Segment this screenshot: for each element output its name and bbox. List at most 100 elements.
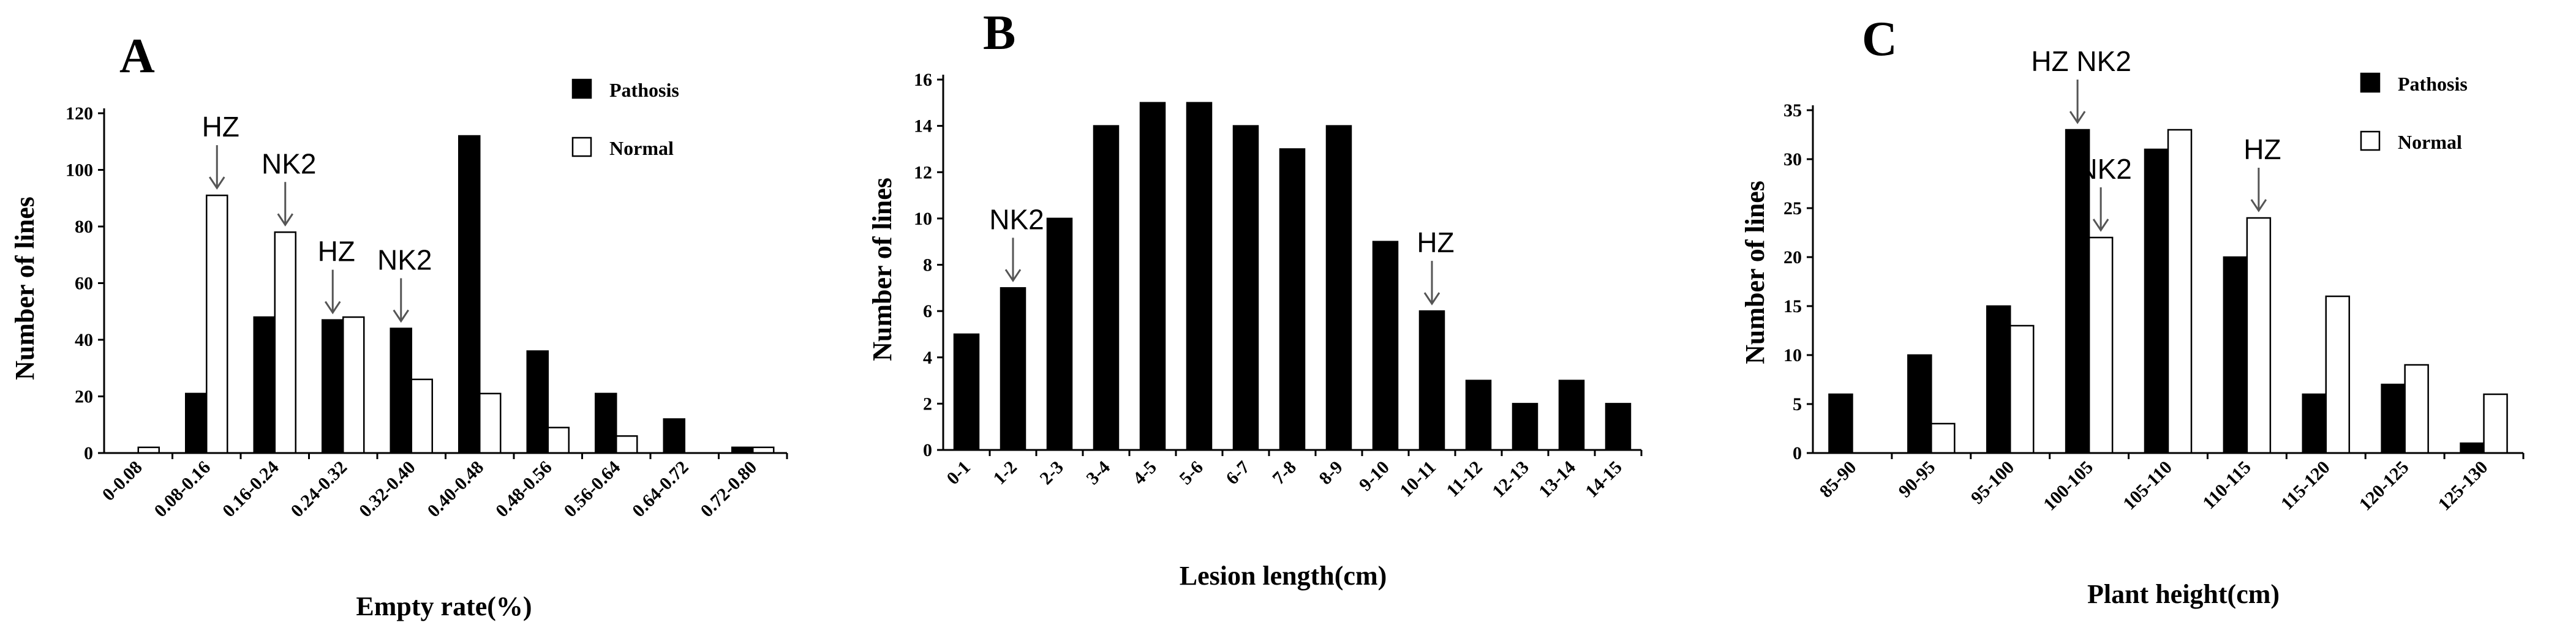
legend-label: Normal (609, 137, 674, 159)
series-bar (1000, 287, 1026, 451)
annotation-label: HZ NK2 (2031, 45, 2131, 77)
x-tick-label: 9-10 (1355, 457, 1393, 495)
normal-bar (2009, 324, 2035, 454)
x-tick-label: 11-12 (1442, 457, 1486, 501)
y-tick-label: 120 (66, 103, 93, 124)
pathosis-bar (663, 418, 685, 454)
x-tick-label: 2-3 (1036, 457, 1068, 489)
y-tick-label: 4 (923, 348, 932, 368)
normal-bar (2167, 129, 2193, 454)
pathosis-bar (2381, 383, 2406, 454)
series-bar (1372, 241, 1399, 451)
x-tick-label: 12-13 (1488, 457, 1533, 502)
pathosis-bar (458, 135, 481, 454)
annotation-label: NK2 (377, 244, 432, 276)
x-tick-label: 10-11 (1396, 457, 1440, 501)
x-tick-label: 0.56-0.64 (560, 457, 625, 522)
normal-bar (1930, 422, 1956, 454)
pathosis-bar (2144, 148, 2169, 454)
annotation-label: HZ (1417, 227, 1454, 258)
y-tick-label: 60 (75, 274, 93, 294)
x-tick-label: 125-130 (2434, 457, 2491, 515)
legend-swatch (2360, 130, 2381, 151)
pathosis-bar (1828, 393, 1853, 454)
annotation-arrowhead (393, 309, 409, 323)
y-tick-label: 20 (75, 387, 93, 407)
x-tick-label: 8-9 (1315, 457, 1347, 489)
y-tick-label: 20 (1783, 247, 1802, 268)
y-tick-label: 0 (84, 443, 93, 463)
y-tick-label: 2 (923, 394, 932, 414)
y-tick-label: 14 (914, 116, 932, 137)
x-tick-label: 0.32-0.40 (355, 457, 420, 522)
x-tick-label: 105-110 (2119, 457, 2176, 514)
series-bar (1139, 102, 1166, 451)
series-bar (1418, 310, 1445, 451)
x-tick-label: 0-0.08 (99, 457, 146, 505)
pathosis-bar (2302, 393, 2327, 454)
annotation-arrowhead (277, 213, 293, 227)
panel-c-letter: C (1862, 12, 1897, 66)
pathosis-bar (1907, 354, 1932, 454)
annotation-arrowhead (2069, 111, 2086, 124)
legend-swatch (571, 137, 592, 157)
annotation-label: HZ (202, 111, 239, 143)
series-bar (1232, 125, 1259, 451)
y-tick-label: 10 (1783, 345, 1802, 365)
y-tick-label: 100 (66, 160, 93, 181)
x-tick-label: 110-115 (2199, 457, 2255, 514)
x-tick-label: 90-95 (1894, 457, 1939, 502)
y-tick-label: 35 (1783, 100, 1802, 121)
y-tick-label: 25 (1783, 198, 1802, 219)
x-tick-label: 0.40-0.48 (424, 457, 488, 522)
x-tick-label: 3-4 (1082, 457, 1114, 489)
panel-b: B 0 2 4 6 8 10 12 14 16 0-1 1-2 2-3 3-4 4-5 5-6 6-7 7-8 8… (867, 6, 1643, 591)
x-tick-label: 85-90 (1816, 457, 1861, 502)
panel-c-y-axis-label: Number of lines (1740, 181, 1770, 364)
pathosis-bar (322, 319, 344, 454)
normal-bar (2246, 217, 2272, 454)
normal-bar (2404, 364, 2429, 454)
pathosis-bar (253, 316, 276, 454)
annotation-arrowhead (1004, 269, 1022, 283)
y-tick-label: 12 (914, 162, 932, 182)
y-tick-label: 15 (1783, 296, 1802, 316)
y-tick-label: 40 (75, 330, 93, 350)
pathosis-bar (526, 350, 549, 454)
x-tick-label: 5-6 (1175, 457, 1207, 489)
panel-b-x-axis-label: Lesion length(cm) (1180, 561, 1387, 591)
annotation-label: NK2 (989, 203, 1044, 235)
pathosis-bar (185, 392, 208, 454)
series-bar (1279, 148, 1306, 451)
series-bar (1325, 125, 1352, 451)
annotation-label: NK2 (262, 148, 316, 179)
normal-bar (2483, 393, 2508, 454)
normal-bar (2088, 236, 2114, 454)
legend-swatch (571, 78, 592, 99)
legend-swatch (2360, 72, 2381, 93)
y-tick-label: 8 (923, 255, 932, 275)
normal-bar (479, 392, 502, 454)
y-tick-label: 80 (75, 217, 93, 237)
x-tick-label: 6-7 (1222, 457, 1254, 489)
y-tick-label: 0 (923, 440, 932, 460)
series-bar (953, 333, 980, 451)
legend-label: Pathosis (609, 79, 679, 101)
panel-a-x-axis-label: Empty rate(%) (356, 591, 532, 621)
x-tick-label: 95-100 (1967, 457, 2018, 508)
panel-a-y-axis-label: Number of lines (10, 197, 40, 380)
annotation-arrowhead (2092, 219, 2109, 232)
series-bar (1465, 380, 1492, 451)
y-tick-label: 0 (1793, 443, 1802, 463)
pathosis-bar (1986, 305, 2011, 454)
panel-a: A 0 20 40 60 80 100 120 0-0.08 0.08-0.16 0.16-0.2… (10, 29, 788, 621)
normal-bar (342, 316, 365, 454)
panel-b-y-axis-label: Number of lines (867, 178, 897, 361)
x-tick-label: 7-8 (1268, 457, 1300, 489)
x-tick-label: 0.08-0.16 (151, 457, 215, 522)
y-tick-label: 16 (914, 70, 932, 90)
x-tick-label: 0-1 (943, 457, 974, 489)
pathosis-bar (595, 392, 617, 454)
series-bar (1558, 380, 1585, 451)
